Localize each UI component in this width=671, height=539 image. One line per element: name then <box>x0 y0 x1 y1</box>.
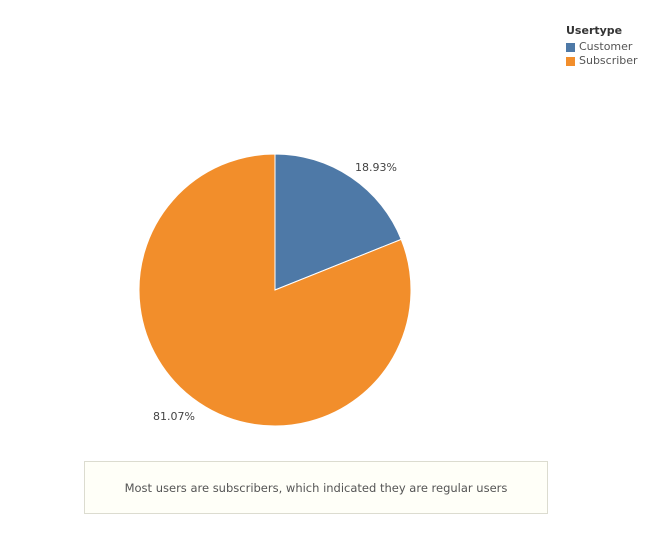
pie-slice-subscriber[interactable] <box>138 153 412 427</box>
annotation-box: Most users are subscribers, which indica… <box>84 461 548 514</box>
slice-label-customer: 18.93% <box>355 161 397 174</box>
legend-item-customer[interactable]: Customer <box>566 40 638 54</box>
annotation-text: Most users are subscribers, which indica… <box>124 480 508 495</box>
legend-item-subscriber[interactable]: Subscriber <box>566 54 638 68</box>
legend-label-subscriber: Subscriber <box>579 54 638 67</box>
pie-slice-customer[interactable] <box>274 153 402 291</box>
legend: Usertype Customer Subscriber <box>566 24 638 68</box>
legend-swatch-customer <box>566 42 575 52</box>
slice-label-subscriber: 81.07% <box>153 410 195 423</box>
legend-label-customer: Customer <box>579 40 633 53</box>
legend-swatch-subscriber <box>566 56 575 66</box>
legend-title: Usertype <box>566 24 623 37</box>
